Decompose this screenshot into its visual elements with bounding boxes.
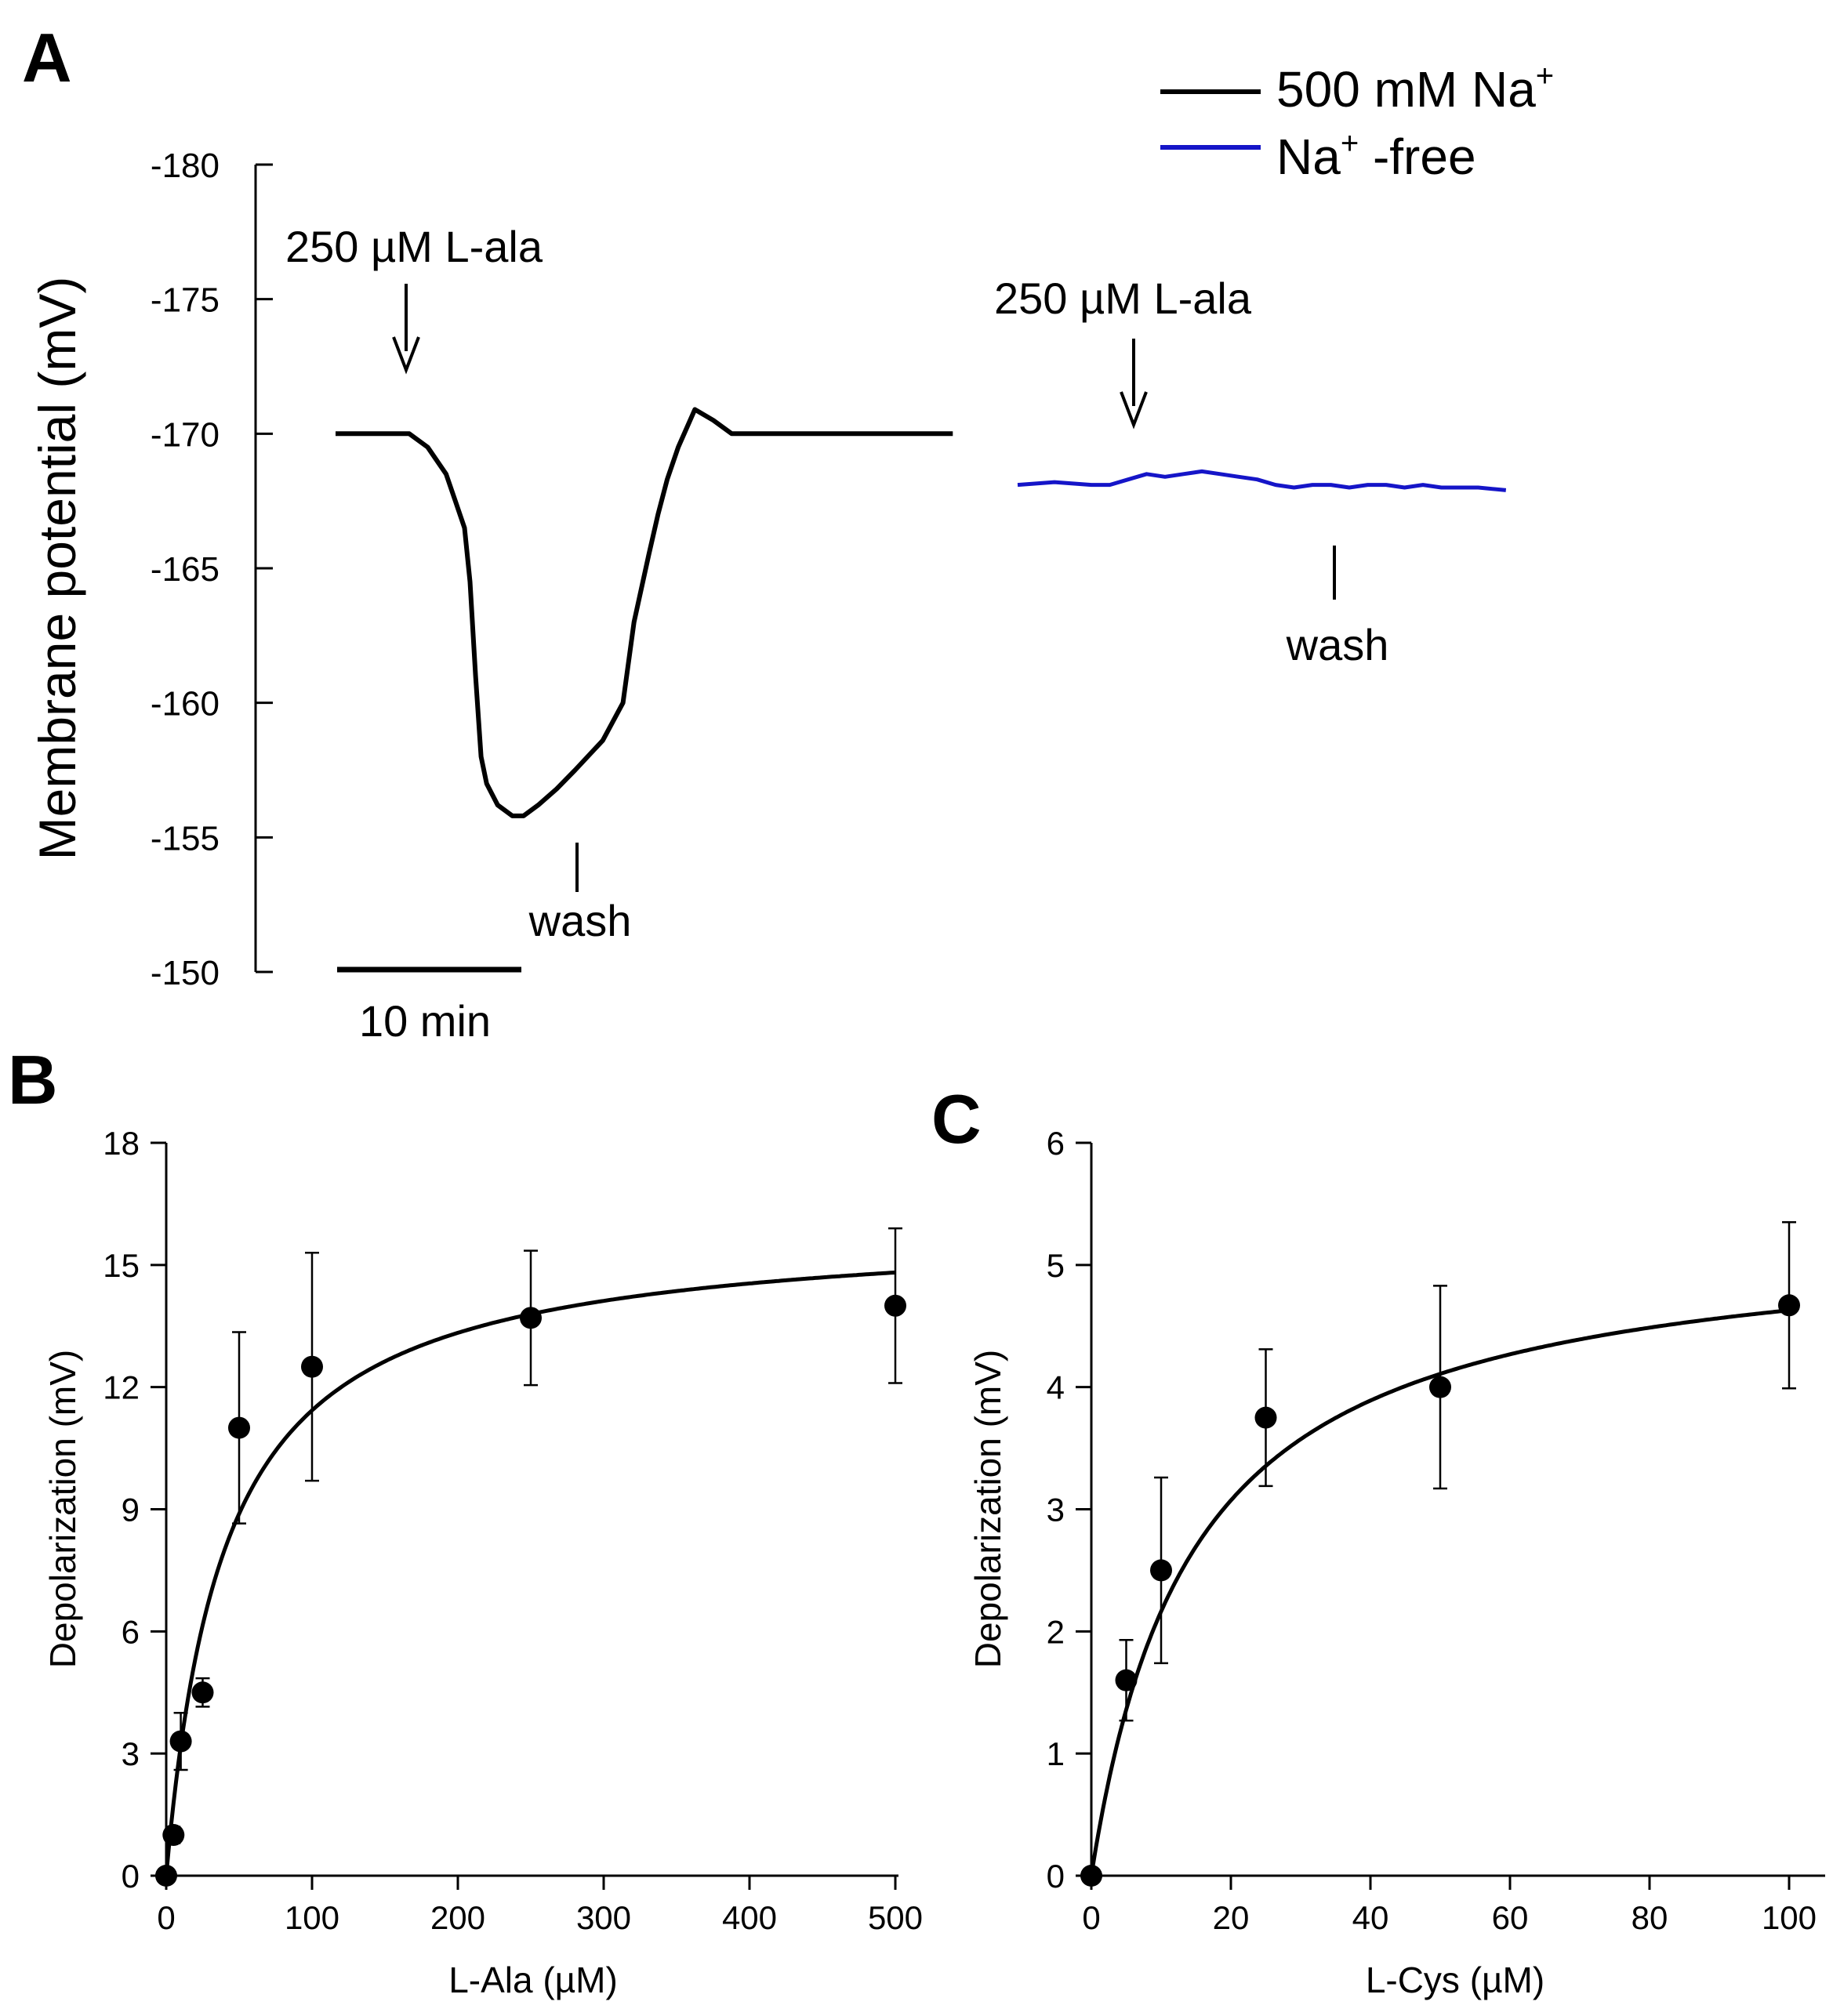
legend-label-nafree: Na+ -free	[1276, 126, 1476, 185]
panel-b-y-tick-label: 9	[122, 1492, 140, 1528]
panel-b-data-point	[520, 1307, 542, 1329]
panel-c-y-tick-label: 1	[1047, 1735, 1065, 1772]
panel-b-y-tick-label: 18	[103, 1125, 140, 1162]
panel-b-y-tick-label: 12	[103, 1369, 140, 1406]
panel-b-data-points	[155, 1227, 906, 1887]
panel-c-y-tick-label: 6	[1047, 1125, 1065, 1162]
panel-c-x-tick-label: 80	[1632, 1899, 1668, 1936]
panel-b-data-point	[155, 1865, 177, 1887]
annotation-wash-na500: wash	[528, 896, 632, 945]
panel-a-y-tick-label: -155	[151, 819, 220, 858]
panel-a-y-axis-label: Membrane potential (mV)	[28, 277, 86, 861]
panel-c-data-points	[1080, 1221, 1800, 1887]
panel-b-y-tick-label: 3	[122, 1735, 140, 1772]
panel-c-y-axis-label: Depolarization (mV)	[967, 1350, 1008, 1668]
panel-b-data-point	[162, 1824, 185, 1847]
panel-b-l-ala-dose-response: 0 3 6 9 12 15 18 0 100 200 300 400 500 L-Ala (µM) De…	[42, 1125, 923, 2000]
panel-label-a: A	[22, 19, 72, 96]
panel-c-y-tick-label: 3	[1047, 1492, 1065, 1528]
panel-c-data-point	[1150, 1559, 1172, 1582]
legend-nafree-text: Na	[1276, 129, 1341, 185]
panel-b-x-tick-label: 300	[576, 1899, 631, 1936]
panel-a-y-tick-label: -170	[151, 415, 220, 454]
trace-500mM-na	[336, 407, 953, 818]
panel-a-y-tick-label: -180	[151, 147, 220, 185]
annotation-application-nafree: 250 µM L-ala	[994, 274, 1252, 323]
panel-a-y-tick-label: -175	[151, 281, 220, 320]
panel-b-y-axis-label: Depolarization (mV)	[42, 1350, 83, 1668]
panel-c-y-tick-label: 0	[1047, 1858, 1065, 1895]
panel-a-y-tick-label: -150	[151, 954, 220, 992]
panel-a-y-tick-label: -165	[151, 550, 220, 589]
panel-c-x-axis-label: L-Cys (µM)	[1366, 1960, 1544, 2000]
legend-nafree-sup: +	[1341, 126, 1359, 161]
panel-label-b: B	[8, 1041, 58, 1119]
panel-c-y-tick-label: 5	[1047, 1247, 1065, 1284]
panel-c-x-tick-label: 20	[1213, 1899, 1250, 1936]
application-arrow-head-nafree	[1120, 391, 1148, 430]
panel-c-data-point	[1778, 1294, 1800, 1317]
panel-b-x-tick-label: 200	[430, 1899, 485, 1936]
panel-b-x-tick-label: 500	[868, 1899, 923, 1936]
panel-b-ticks: 0 3 6 9 12 15 18 0 100 200 300 400 500	[103, 1125, 923, 1936]
panel-c-x-tick-label: 40	[1352, 1899, 1389, 1936]
panel-b-data-point	[884, 1294, 906, 1317]
panel-b-x-tick-label: 100	[285, 1899, 339, 1936]
panel-b-x-axis-label: L-Ala (µM)	[448, 1960, 618, 2000]
application-arrow-head-na500	[392, 336, 420, 375]
trace-na-free	[1017, 469, 1507, 492]
panel-c-data-point	[1080, 1865, 1102, 1887]
panel-b-x-tick-label: 0	[157, 1899, 175, 1936]
panel-b-data-point	[301, 1355, 323, 1378]
panel-b-y-tick-label: 6	[122, 1613, 140, 1650]
legend-na500-sup: +	[1536, 59, 1554, 93]
panel-b-data-point	[191, 1681, 214, 1704]
panel-b-y-tick-label: 0	[122, 1858, 140, 1895]
panel-c-data-point	[1115, 1669, 1138, 1691]
panel-c-x-tick-label: 100	[1762, 1899, 1817, 1936]
legend-nafree-suffix: -free	[1359, 129, 1475, 185]
panel-b-x-tick-label: 400	[722, 1899, 777, 1936]
panel-a-y-ticks: -180 -175 -170 -165 -160 -155 -150	[151, 147, 273, 992]
panel-c-data-point	[1254, 1406, 1277, 1429]
panel-c-y-tick-label: 2	[1047, 1613, 1065, 1650]
annotation-wash-nafree: wash	[1286, 620, 1389, 669]
time-scale-bar-label: 10 min	[359, 996, 491, 1046]
panel-b-data-point	[228, 1416, 250, 1439]
panel-b-data-point	[169, 1730, 192, 1753]
panel-c-data-point	[1429, 1376, 1451, 1398]
legend-na500-text: 500 mM Na	[1276, 61, 1536, 118]
panel-a-y-tick-label: -160	[151, 685, 220, 723]
panel-b-y-tick-label: 15	[103, 1247, 140, 1284]
legend-label-na500: 500 mM Na+	[1276, 59, 1554, 118]
panel-c-x-tick-label: 0	[1082, 1899, 1100, 1936]
panel-label-c: C	[931, 1080, 982, 1158]
annotation-application-na500: 250 µM L-ala	[285, 222, 543, 271]
panel-c-x-tick-label: 60	[1492, 1899, 1529, 1936]
panel-a-membrane-trace: -180 -175 -170 -165 -160 -155 -150 Membrane po…	[28, 59, 1554, 1046]
panel-c-y-tick-label: 4	[1047, 1369, 1065, 1406]
